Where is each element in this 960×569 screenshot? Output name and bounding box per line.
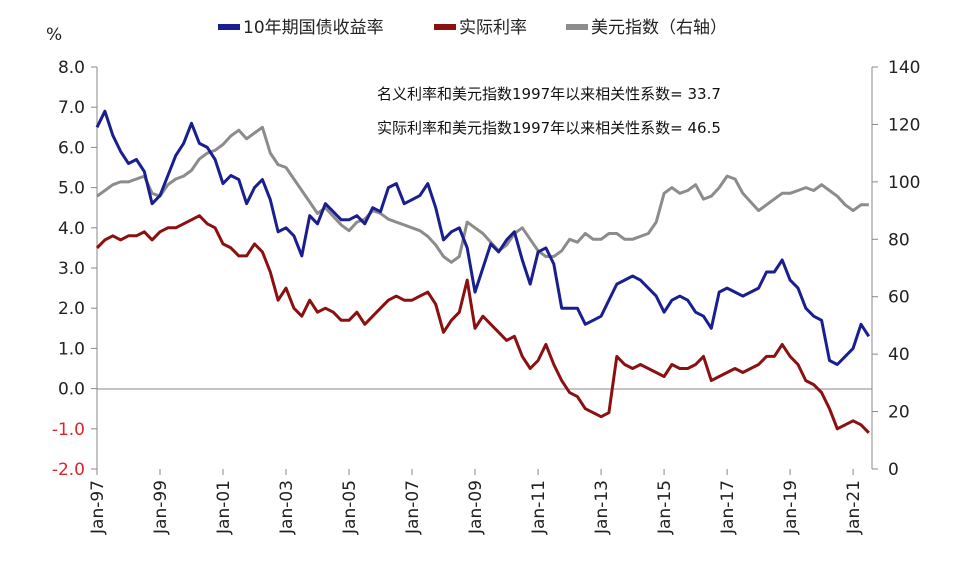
- left-tick-label: -1.0: [52, 420, 85, 440]
- series-layer: [95, 109, 871, 434]
- right-tick-label: 120: [888, 115, 920, 135]
- right-tick-label: 0: [888, 460, 899, 480]
- left-tick-label: -2.0: [52, 460, 85, 480]
- x-tick-label: Jan-07: [403, 480, 423, 535]
- left-tick-label: 5.0: [58, 179, 85, 199]
- right-tick-label: 140: [888, 58, 920, 78]
- legend-label-real: 实际利率: [459, 18, 527, 38]
- x-axis-ticks: Jan-97 Jan-99 Jan-01 Jan-03 Jan-05 Jan-07 Jan-…: [88, 469, 864, 535]
- left-axis-unit: %: [46, 25, 62, 45]
- x-tick-label: Jan-03: [277, 480, 297, 535]
- left-tick-label: 0.0: [58, 380, 85, 400]
- legend-label-dollar: 美元指数（右轴）: [591, 18, 727, 38]
- series-line-dollar-index: [96, 125, 869, 264]
- left-tick-label: 8.0: [58, 58, 85, 78]
- left-tick-label: 2.0: [58, 299, 85, 319]
- left-tick-label: 7.0: [58, 98, 85, 118]
- x-tick-label: Jan-09: [466, 480, 486, 535]
- legend-swatch-real: [434, 24, 456, 30]
- x-tick-label: Jan-05: [340, 480, 360, 535]
- legend-label-nominal: 10年期国债收益率: [243, 18, 384, 38]
- x-tick-label: Jan-11: [529, 480, 549, 535]
- x-tick-label: Jan-99: [151, 480, 171, 535]
- right-tick-label: 80: [888, 230, 910, 250]
- left-tick-label: 3.0: [58, 259, 85, 279]
- right-tick-label: 40: [888, 345, 910, 365]
- legend-swatch-dollar: [566, 24, 588, 30]
- left-tick-label: 6.0: [58, 138, 85, 158]
- annotation-nominal-correlation: 名义利率和美元指数1997年以来相关性系数= 33.7: [377, 85, 721, 103]
- x-tick-label: Jan-19: [781, 480, 801, 535]
- x-tick-label: Jan-21: [844, 480, 864, 535]
- left-tick-label: 1.0: [58, 339, 85, 359]
- series-line-real-rate: [95, 214, 870, 434]
- x-tick-label: Jan-13: [592, 480, 612, 535]
- x-tick-label: Jan-15: [655, 480, 675, 535]
- series-line-nominal-yield: [95, 109, 871, 366]
- right-tick-label: 20: [888, 403, 910, 423]
- left-tick-label: 4.0: [58, 219, 85, 239]
- legend: 10年期国债收益率 实际利率 美元指数（右轴）: [218, 18, 727, 38]
- right-axis-ticks: 140 120 100 80 60 40 20 0: [872, 58, 920, 480]
- left-axis-ticks: 8.0 7.0 6.0 5.0 4.0 3.0 2.0 1.0 0.0 -1.0 -2.0: [52, 58, 97, 480]
- right-tick-label: 60: [888, 288, 910, 308]
- annotation-real-correlation: 实际利率和美元指数1997年以来相关性系数= 46.5: [377, 119, 721, 137]
- x-tick-label: Jan-01: [214, 480, 234, 535]
- right-tick-label: 100: [888, 173, 920, 193]
- x-tick-label: Jan-97: [88, 480, 108, 535]
- legend-swatch-nominal: [218, 24, 240, 30]
- x-tick-label: Jan-17: [718, 480, 738, 535]
